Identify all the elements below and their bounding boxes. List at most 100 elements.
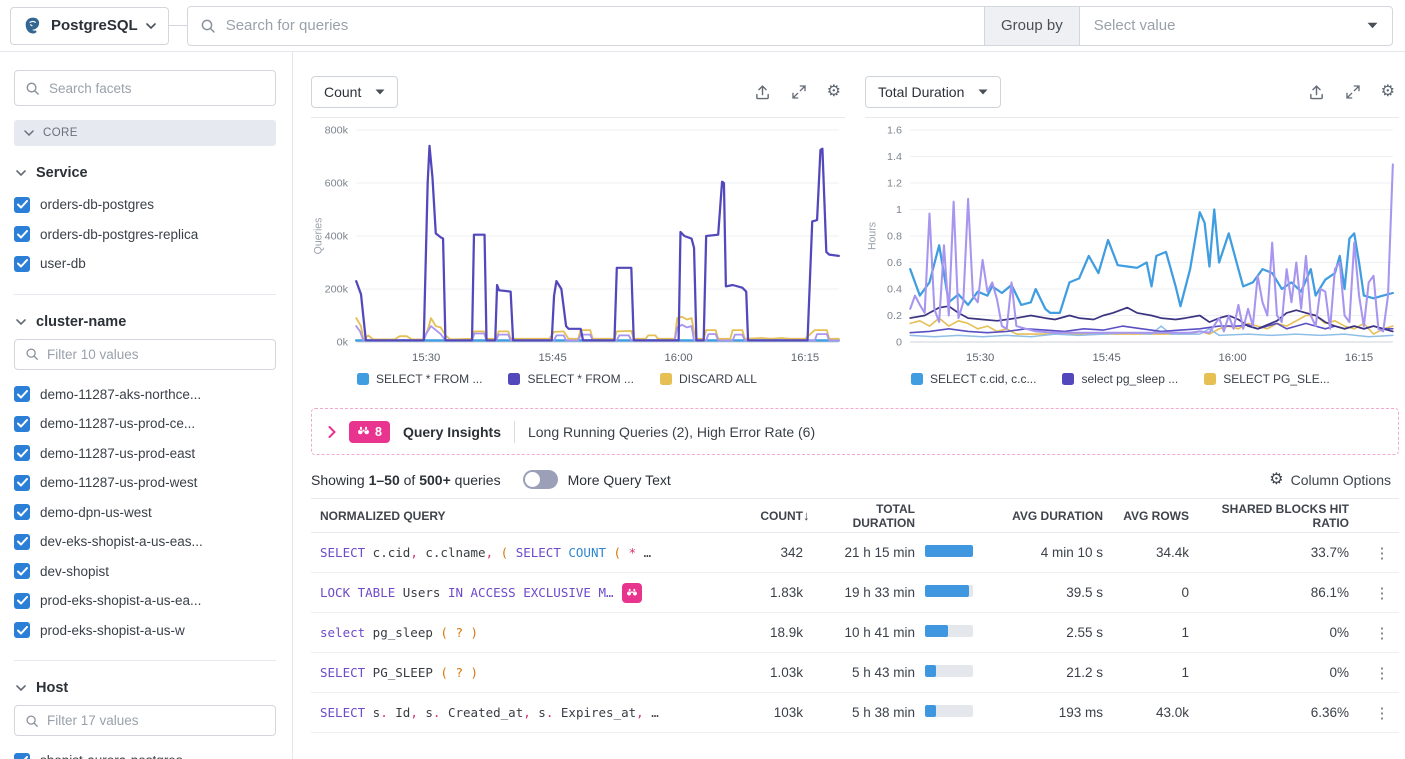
checkbox-checked[interactable] [14,474,30,491]
checkbox-checked[interactable] [14,415,30,432]
total-duration-metric-select[interactable]: Total Duration [865,76,1002,108]
count-timeseries-chart[interactable]: 0k 200k 400k 600k 800k 15:30 15:45 16:00 16:15 Qu… [311,118,845,368]
legend-item[interactable]: DISCARD ALL [659,372,757,386]
product-selector[interactable]: PostgreSQL [10,6,169,45]
legend-item[interactable]: SELECT PG_SLE... [1204,372,1330,386]
header-avg-rows[interactable]: AVG ROWS [1123,508,1189,523]
facet-item[interactable]: user-db [14,249,276,279]
row-actions-kebab-icon[interactable]: ⋮ [1374,704,1390,722]
checkbox-checked[interactable] [14,622,30,639]
facet-item[interactable]: demo-dpn-us-west [14,498,276,528]
row-actions-kebab-icon[interactable]: ⋮ [1374,664,1390,682]
legend-item[interactable]: select pg_sleep ... [1062,372,1178,386]
check-icon [16,389,28,399]
duration-bar-track [925,665,973,677]
svg-text:200k: 200k [325,284,349,296]
connector-line [168,25,187,26]
facet-filter-input[interactable] [47,346,265,362]
gear-icon[interactable]: ⚙ [1380,83,1395,100]
facet-item[interactable]: demo-11287-us-prod-east [14,439,276,469]
search-facets-input[interactable] [49,80,265,96]
facet-item[interactable]: orders-db-postgres [14,190,276,220]
facet-item[interactable]: prod-eks-shopist-a-us-ea... [14,586,276,616]
legend-item[interactable]: SELECT * FROM ... [508,372,634,386]
facet-item[interactable]: shopist-aurora-postgres-... [14,746,276,759]
export-icon[interactable] [754,84,771,101]
facet-item-label: prod-eks-shopist-a-us-ea... [40,593,202,609]
export-icon[interactable] [1308,84,1325,101]
column-options-button[interactable]: ⚙ Column Options [1269,471,1399,488]
checkbox-checked[interactable] [14,533,30,550]
table-meta-row: Showing 1–50 of 500+ queries More Query … [311,470,1399,489]
table-row[interactable]: SELECT PG_SLEEP ( ? ) 1.03k 5 h 43 min 21.2… [311,653,1399,693]
normalized-query-cell[interactable]: SELECT s. Id, s. Created_at, s. Expires_… [311,705,731,720]
table-row[interactable]: SELECT c.cid, c.clname, ( SELECT COUNT (… [311,533,1399,573]
header-shared-blocks-hit-ratio[interactable]: SHARED BLOCKS HIT RATIO [1221,501,1349,530]
checkbox-checked[interactable] [14,445,30,462]
chevron-down-icon [16,318,26,325]
count-metric-select[interactable]: Count [311,76,399,108]
more-query-text-label: More Query Text [567,471,671,488]
table-row[interactable]: select pg_sleep ( ? ) 18.9k 10 h 41 min 2.5… [311,613,1399,653]
legend-item[interactable]: SELECT c.cid, c.c... [911,372,1036,386]
facet-item[interactable]: demo-11287-us-prod-west [14,468,276,498]
chevron-down-icon [375,89,385,95]
facet-group-title-Service[interactable]: Service [16,165,276,181]
query-insights-banner[interactable]: 8 Query Insights Long Running Queries (2… [311,408,1399,455]
normalized-query-cell[interactable]: SELECT PG_SLEEP ( ? ) [311,665,731,680]
table-row[interactable]: SELECT s. Id, s. Created_at, s. Expires_… [311,693,1399,733]
facet-item[interactable]: orders-db-postgres-replica [14,220,276,250]
svg-text:1.6: 1.6 [887,125,902,137]
chevron-right-icon[interactable] [328,425,336,438]
legend-swatch [659,373,672,385]
header-total-duration[interactable]: ↓ TOTAL DURATION [803,501,915,530]
facet-group-title-cluster-name[interactable]: cluster-name [16,314,276,330]
group-by-select[interactable]: Select value [1080,7,1392,45]
divider [14,293,276,295]
row-actions-kebab-icon[interactable]: ⋮ [1374,584,1390,602]
svg-text:0k: 0k [337,337,349,349]
normalized-query-cell[interactable]: SELECT c.cid, c.clname, ( SELECT COUNT (… [311,545,731,560]
header-normalized-query[interactable]: NORMALIZED QUERY [320,508,446,523]
row-actions-kebab-icon[interactable]: ⋮ [1374,624,1390,642]
total-duration-timeseries-chart[interactable]: 0 0.2 0.4 0.6 0.8 1 1.2 1.4 1.6 15:30 15:45 16:00 16… [865,118,1399,368]
checkbox-checked[interactable] [14,592,30,609]
facet-item[interactable]: dev-shopist [14,557,276,587]
query-insight-badge[interactable] [621,582,642,603]
legend-item[interactable]: SELECT * FROM ... [357,372,482,386]
group-by-control: Group by Select value [985,5,1393,46]
header-count[interactable]: COUNT [760,508,803,523]
checkbox-checked[interactable] [14,255,30,272]
checkbox-checked[interactable] [14,504,30,521]
facet-item[interactable]: demo-11287-aks-northce... [14,380,276,410]
table-row[interactable]: LOCK TABLE Users IN ACCESS EXCLUSIVE M… 1… [311,573,1399,613]
checkbox-checked[interactable] [14,752,30,759]
facet-item[interactable]: demo-11287-us-prod-ce... [14,409,276,439]
checkbox-checked[interactable] [14,386,30,403]
fullscreen-icon[interactable] [1345,84,1361,100]
row-actions-kebab-icon[interactable]: ⋮ [1374,544,1390,562]
checkbox-checked[interactable] [14,226,30,243]
checkbox-checked[interactable] [14,563,30,580]
svg-text:16:00: 16:00 [664,352,692,364]
search-queries-input[interactable] [225,17,972,34]
duration-bar-track [925,705,973,717]
normalized-query-cell[interactable]: LOCK TABLE Users IN ACCESS EXCLUSIVE M… [311,582,731,603]
more-query-text-toggle[interactable] [522,470,558,489]
fullscreen-icon[interactable] [791,84,807,100]
facet-item[interactable]: prod-eks-shopist-a-us-w [14,616,276,646]
facet-item[interactable]: dev-eks-shopist-a-us-eas... [14,527,276,557]
duration-bar-fill [925,665,936,677]
avg-rows-cell: 34.4k [1155,545,1189,560]
metric-label: Count [324,84,362,100]
facet-group-title-Host[interactable]: Host [16,680,276,696]
normalized-query-cell[interactable]: select pg_sleep ( ? ) [311,625,731,640]
metric-label: Total Duration [878,84,965,100]
facet-filter-input[interactable] [47,713,265,728]
top-bar: PostgreSQL Group by Select value [0,0,1405,52]
header-avg-duration[interactable]: AVG DURATION [1012,508,1103,523]
core-section-header[interactable]: CORE [14,120,276,146]
checkbox-checked[interactable] [14,196,30,213]
gear-icon[interactable]: ⚙ [826,83,841,100]
